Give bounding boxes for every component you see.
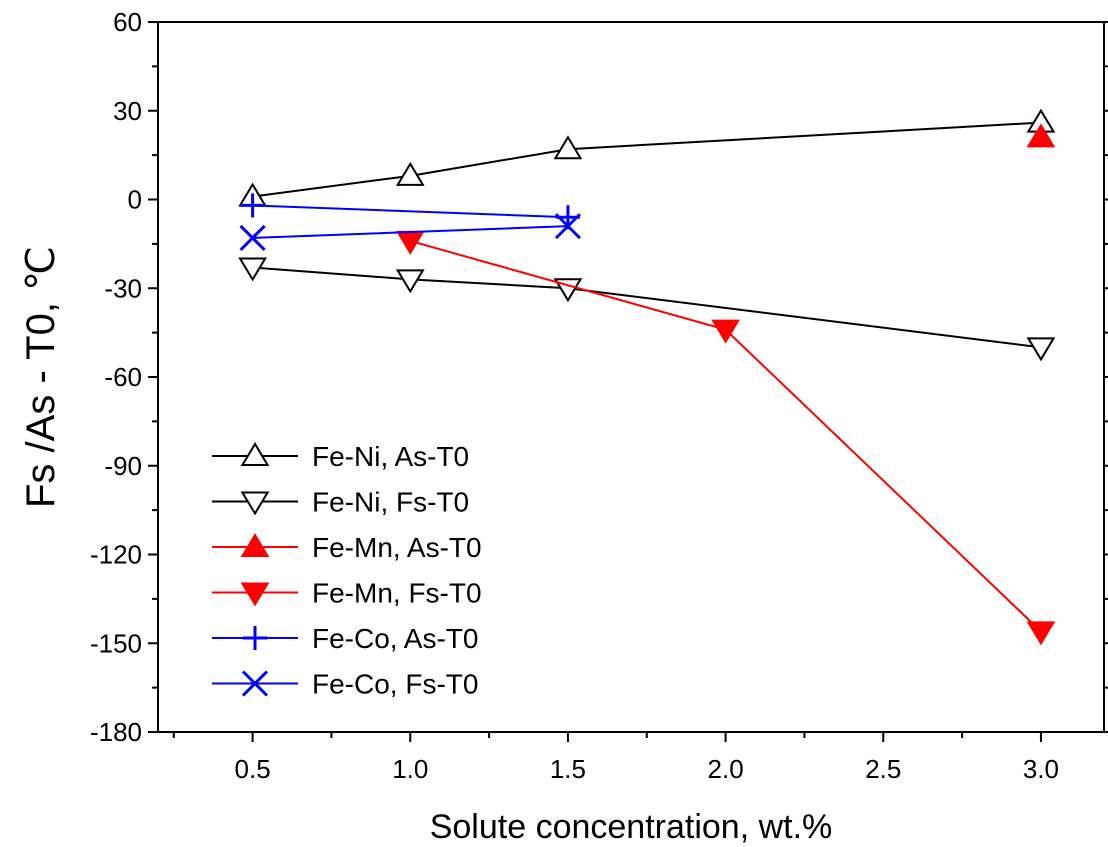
data-point-stroke [241, 670, 269, 697]
series-fe-mn-as-t0 [1026, 123, 1056, 148]
x-axis: 0.5 1.0 1.5 2.0 2.5 3.0 [172, 732, 1059, 784]
y-axis-title: Fs /As - T0, ℃ [19, 246, 63, 508]
data-point [1026, 621, 1056, 646]
y-tick-label: -60 [104, 362, 142, 392]
y-tick-label: -120 [90, 540, 142, 570]
data-point [240, 193, 265, 218]
legend-item: Fe-Co, As-T0 [212, 623, 478, 654]
series-fe-co-fs-t0 [239, 213, 581, 252]
x-axis-title: Solute concentration, wt.% [430, 808, 833, 846]
legend-item: Fe-Ni, As-T0 [212, 441, 469, 472]
legend-item: Fe-Mn, Fs-T0 [212, 578, 482, 609]
y-tick-label: -180 [90, 717, 142, 747]
legend-item: Fe-Ni, Fs-T0 [212, 487, 469, 518]
series-line [252, 225, 568, 239]
data-point [240, 533, 270, 557]
data-point [711, 319, 740, 344]
y-axis: -180 -150 -120 -90 -60 -30 0 30 60 [90, 7, 1108, 747]
data-point [243, 626, 267, 650]
plot-frame [157, 21, 1105, 733]
data-point [395, 269, 425, 294]
series-fe-ni-as-t0 [238, 108, 1056, 207]
series-line [252, 266, 1042, 349]
x-tick-label: 0.5 [235, 754, 271, 784]
x-tick-label: 1.5 [550, 754, 586, 784]
legend-label: Fe-Co, Fs-T0 [312, 669, 478, 700]
data-point [240, 582, 270, 607]
plot-area [157, 21, 1105, 733]
x-tick-label: 2.5 [865, 754, 901, 784]
series-fe-mn-fs-t0 [395, 230, 1056, 646]
legend: Fe-Ni, As-T0 Fe-Ni, Fs-T0 Fe-Mn, As-T0 Fe-M… [212, 441, 482, 700]
data-point [240, 442, 270, 466]
legend-item: Fe-Co, Fs-T0 [212, 669, 478, 700]
y-tick-label: 30 [113, 96, 142, 126]
legend-item: Fe-Mn, As-T0 [212, 532, 482, 563]
data-point [238, 257, 267, 282]
data-point [554, 213, 581, 240]
data-point [395, 161, 425, 186]
legend-label: Fe-Ni, As-T0 [312, 441, 469, 472]
series-fe-co-as-t0 [240, 193, 580, 230]
y-tick-label: 60 [113, 7, 142, 37]
legend-label: Fe-Mn, As-T0 [312, 532, 482, 563]
y-tick-label: -150 [90, 628, 142, 658]
data-point-stroke [239, 224, 266, 252]
x-tick-label: 1.0 [392, 754, 428, 784]
y-tick-label: 0 [128, 185, 142, 215]
y-tick-label: -90 [104, 451, 142, 481]
series-line [409, 239, 1042, 633]
legend-label: Fe-Mn, Fs-T0 [312, 578, 482, 609]
data-point [239, 224, 266, 252]
data-point [241, 670, 269, 697]
series-line [252, 204, 568, 219]
series-fe-ni-fs-t0 [238, 257, 1056, 362]
x-tick-label: 2.0 [708, 754, 744, 784]
data-point [553, 135, 583, 160]
legend-label: Fe-Ni, Fs-T0 [312, 487, 469, 518]
series-layer [238, 108, 1056, 646]
x-tick-label: 3.0 [1023, 754, 1059, 784]
data-point [1026, 123, 1056, 148]
data-point [1026, 337, 1056, 362]
data-point-stroke [554, 213, 581, 240]
series-line [252, 121, 1041, 198]
legend-label: Fe-Co, As-T0 [312, 623, 478, 654]
data-point [240, 491, 270, 516]
y-tick-label: -30 [104, 273, 142, 303]
